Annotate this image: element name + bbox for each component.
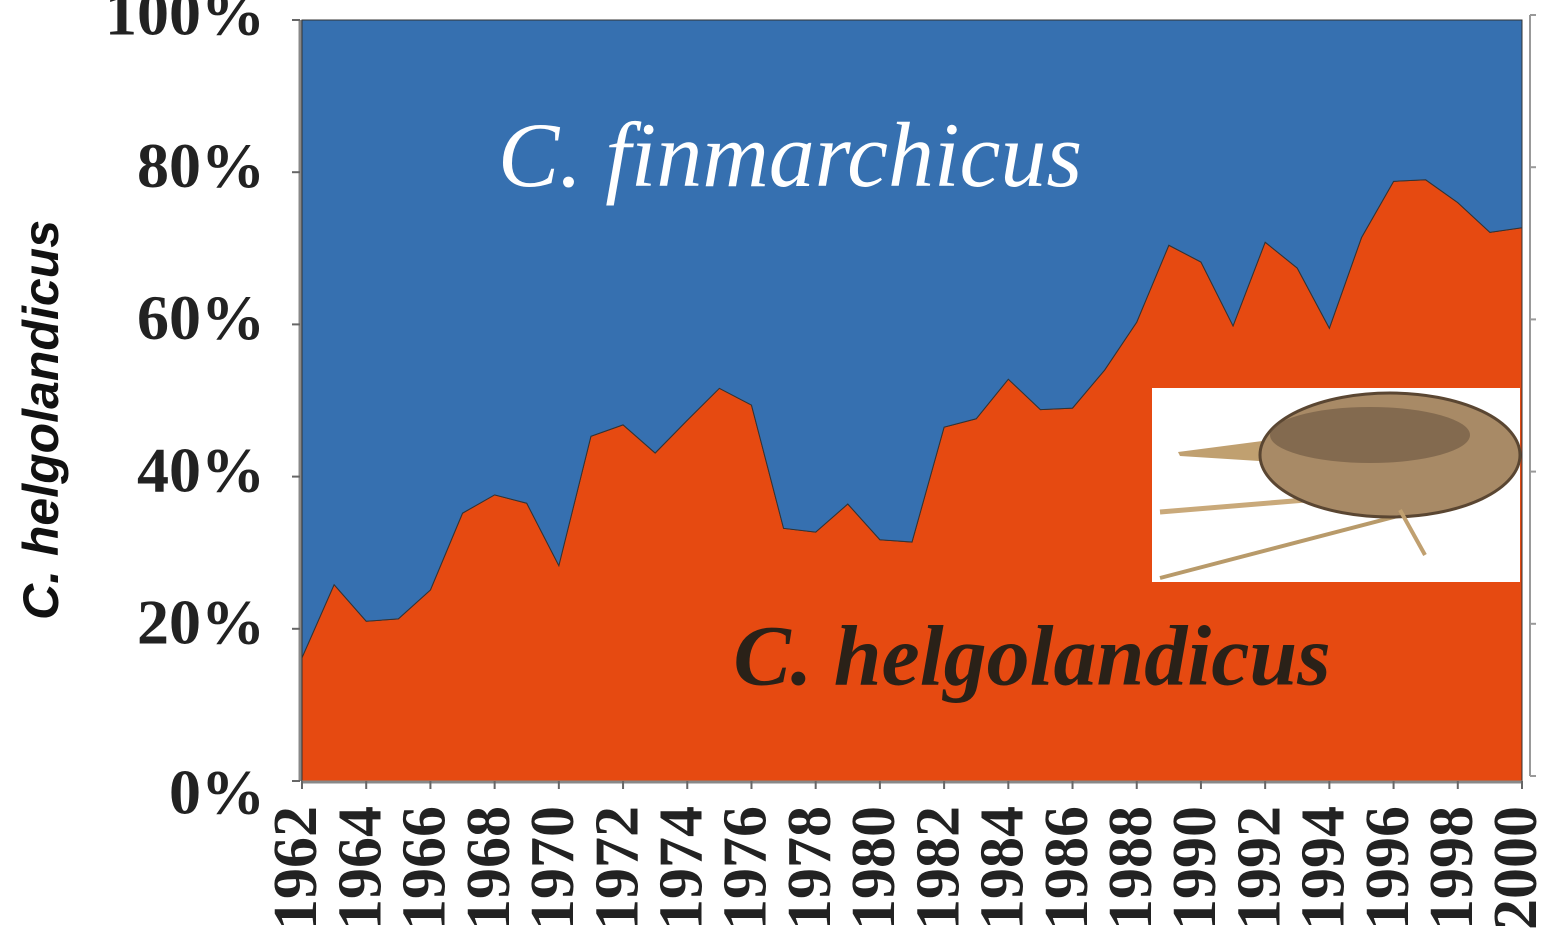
tail	[1178, 440, 1275, 462]
y-tick-label: 0%	[169, 757, 265, 828]
x-tick-label: 1976	[712, 806, 780, 930]
x-tick-label: 1988	[1097, 806, 1165, 930]
y-axis-title: C. helgolandicus	[13, 220, 69, 620]
x-tick-label: 1962	[262, 806, 330, 930]
x-tick-label: 1982	[904, 806, 972, 930]
x-tick-label: 1970	[519, 806, 587, 930]
y-tick-label: 20%	[137, 586, 265, 657]
x-tick-label: 1972	[583, 806, 651, 930]
x-tick-label: 1978	[776, 806, 844, 930]
x-tick-label: 1986	[1033, 806, 1101, 930]
y-tick-label: 40%	[137, 434, 265, 505]
x-tick-label: 1964	[326, 806, 394, 930]
x-tick-label: 2000	[1482, 806, 1550, 930]
area	[301, 19, 1523, 658]
x-tick-label: 1966	[391, 806, 459, 930]
annotation: C. helgolandicus	[733, 608, 1330, 704]
x-tick-label: 1974	[647, 806, 715, 930]
y-tick-label: 100%	[105, 0, 265, 49]
x-tick-label: 1990	[1161, 806, 1229, 930]
leg	[1398, 509, 1427, 556]
x-tick-label: 1994	[1290, 806, 1358, 930]
y-tick-label: 60%	[137, 282, 265, 353]
x-tick-label: 1992	[1225, 806, 1293, 930]
y-tick-label: 80%	[137, 130, 265, 201]
x-tick-label: 1998	[1418, 806, 1486, 930]
x-tick-label: 1984	[969, 806, 1037, 930]
photo	[1152, 388, 1522, 582]
body-shade	[1270, 407, 1470, 463]
x-tick-label: 1980	[840, 806, 908, 930]
x-tick-label: 1996	[1354, 806, 1422, 930]
annotation: C. finmarchicus	[498, 104, 1082, 206]
x-tick-label: 1968	[455, 806, 523, 930]
